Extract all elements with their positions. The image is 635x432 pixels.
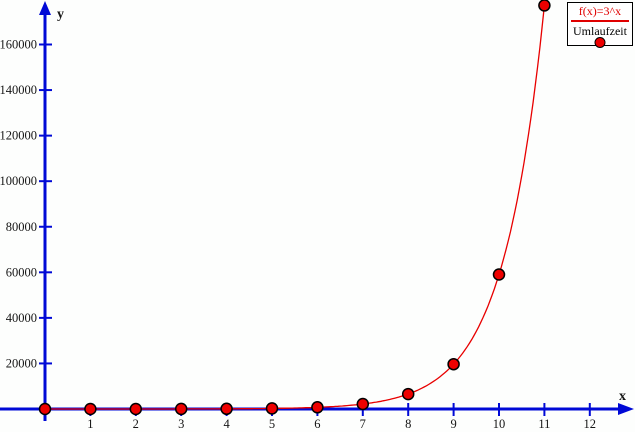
x-tick-label: 8 xyxy=(405,417,411,431)
x-tick-label: 10 xyxy=(493,417,506,431)
x-tick-label: 3 xyxy=(178,417,184,431)
y-tick-label: 120000 xyxy=(0,129,37,143)
y-tick-label: 40000 xyxy=(6,311,37,325)
x-axis-arrow-icon xyxy=(618,403,634,415)
y-axis-arrow-icon xyxy=(39,1,51,15)
y-tick-label: 100000 xyxy=(0,174,37,188)
legend: f(x)=3^x Umlaufzeit xyxy=(567,2,633,48)
legend-point-sample xyxy=(594,37,606,48)
y-axis-label: y xyxy=(57,7,64,22)
x-tick-label: 4 xyxy=(223,417,230,431)
data-point xyxy=(174,402,188,416)
data-point xyxy=(401,387,415,401)
data-point xyxy=(311,401,324,414)
data-point xyxy=(129,402,143,416)
data-point xyxy=(38,402,52,416)
data-point xyxy=(447,357,460,371)
x-axis-label: x xyxy=(619,389,626,404)
legend-function-label: f(x)=3^x xyxy=(578,4,622,18)
x-tick-label: 12 xyxy=(584,417,597,431)
x-tick-label: 9 xyxy=(450,417,456,431)
x-tick-label: 7 xyxy=(360,417,366,431)
x-tick-label: 11 xyxy=(538,417,550,431)
x-tick-label: 6 xyxy=(314,417,320,431)
y-tick-label: 60000 xyxy=(6,265,37,279)
data-point xyxy=(220,402,233,416)
data-point xyxy=(265,402,279,415)
legend-series-label: Umlaufzeit xyxy=(573,24,627,38)
data-point xyxy=(356,397,370,411)
y-tick-label: 140000 xyxy=(0,83,37,97)
x-tick-label: 2 xyxy=(133,417,139,431)
x-tick-label: 1 xyxy=(87,417,93,431)
x-tick-label: 5 xyxy=(269,417,275,431)
function-curve xyxy=(45,5,546,410)
y-tick-label: 160000 xyxy=(0,38,37,52)
data-point xyxy=(84,402,97,416)
y-tick-label: 80000 xyxy=(6,220,37,234)
data-point xyxy=(492,268,506,281)
data-point xyxy=(538,0,551,12)
y-tick-label: 20000 xyxy=(6,356,37,370)
legend-line-sample xyxy=(571,20,629,22)
